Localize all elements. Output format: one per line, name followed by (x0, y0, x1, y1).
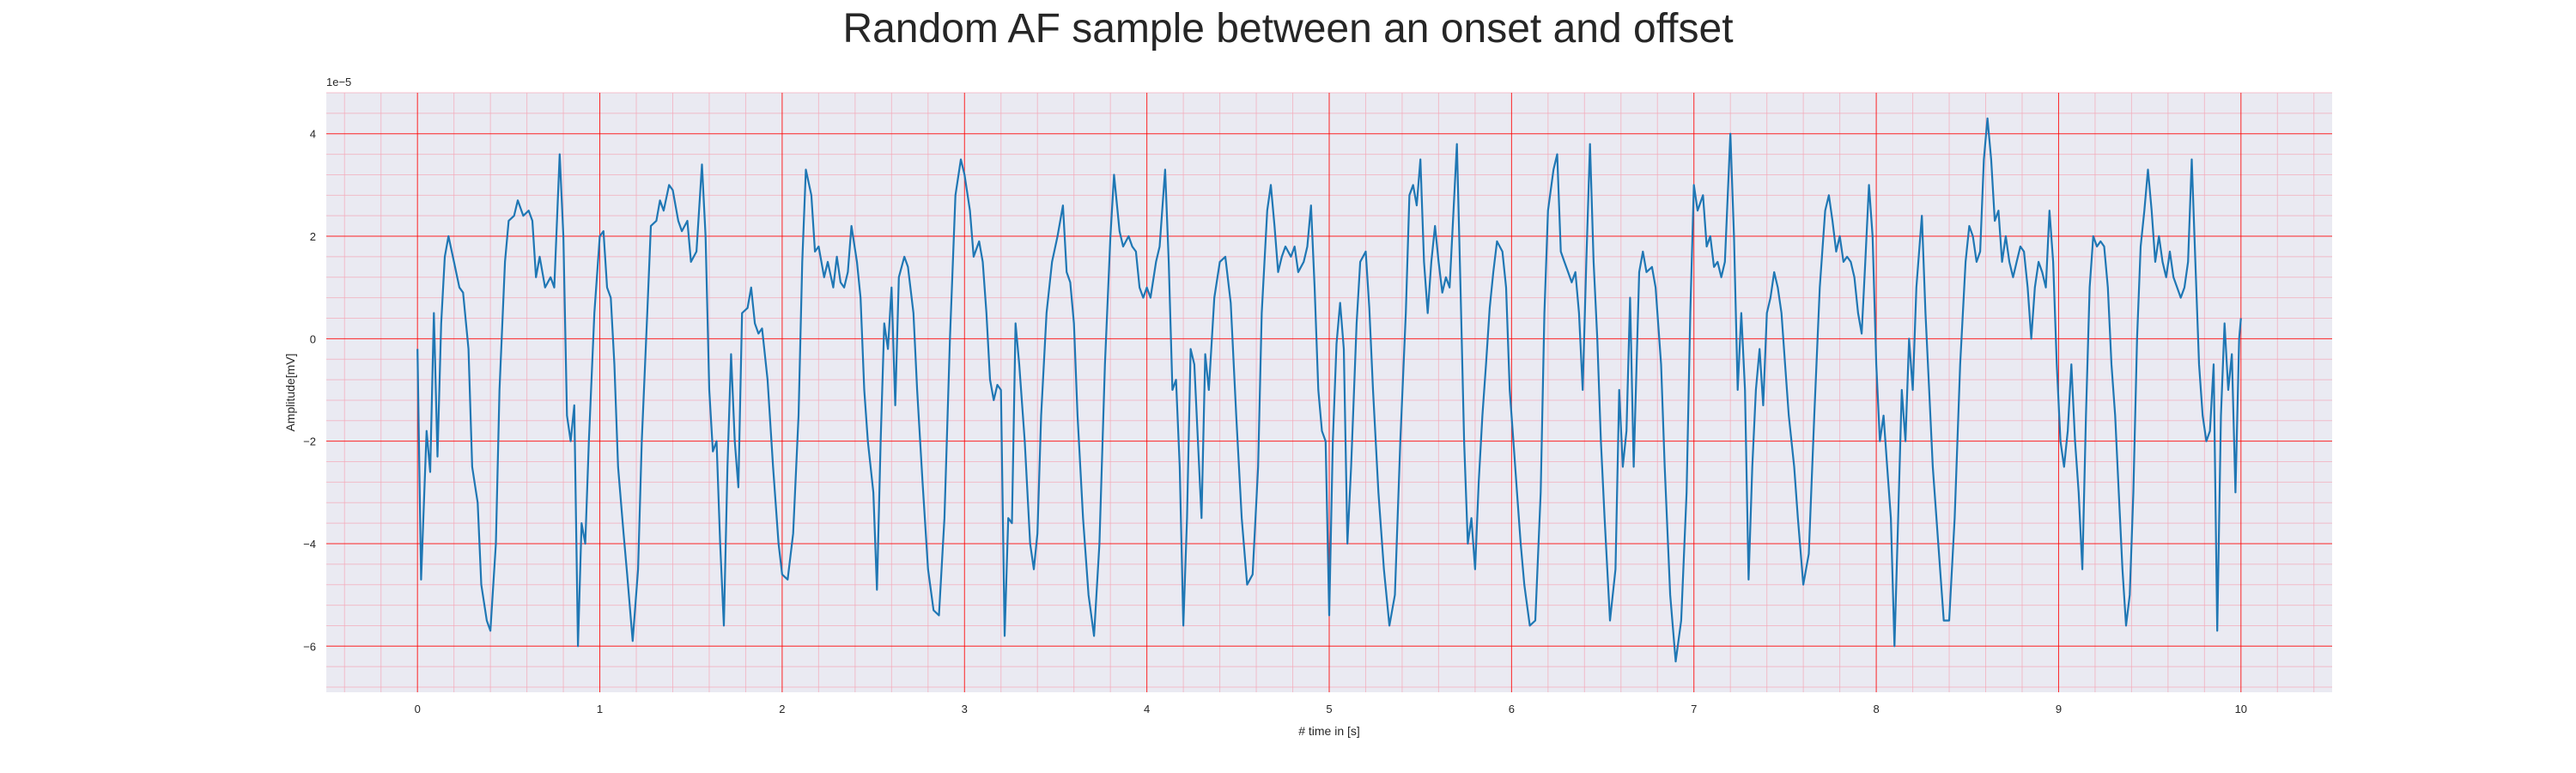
x-tick-label: 5 (1326, 703, 1332, 715)
x-tick-label: 0 (415, 703, 421, 715)
y-tick-label: 2 (310, 230, 316, 243)
y-tick-label: 0 (310, 332, 316, 345)
x-tick-label: 6 (1509, 703, 1515, 715)
x-tick-label: 8 (1873, 703, 1879, 715)
x-tick-label: 3 (962, 703, 968, 715)
y-tick-label: −4 (303, 538, 316, 551)
y-axis-label: Amplitude[mV] (283, 353, 297, 431)
y-tick-label: −2 (303, 435, 316, 448)
y-tick-labels: −6 −4 −2 0 2 4 (303, 128, 316, 654)
y-tick-label: 4 (310, 128, 316, 141)
x-axis-label: # time in [s] (1298, 724, 1360, 738)
x-tick-label: 9 (2056, 703, 2062, 715)
x-tick-label: 7 (1691, 703, 1697, 715)
x-tick-label: 1 (597, 703, 603, 715)
signal-line (416, 117, 2242, 663)
x-tick-label: 10 (2235, 703, 2247, 715)
x-tick-label: 2 (779, 703, 785, 715)
x-tick-label: 4 (1144, 703, 1150, 715)
chart-title: Random AF sample between an onset and of… (842, 6, 1734, 52)
y-offset-text: 1e−5 (326, 76, 351, 88)
x-tick-labels: 0 1 2 3 4 5 6 7 8 9 10 (415, 703, 2247, 715)
y-tick-label: −6 (303, 640, 316, 653)
